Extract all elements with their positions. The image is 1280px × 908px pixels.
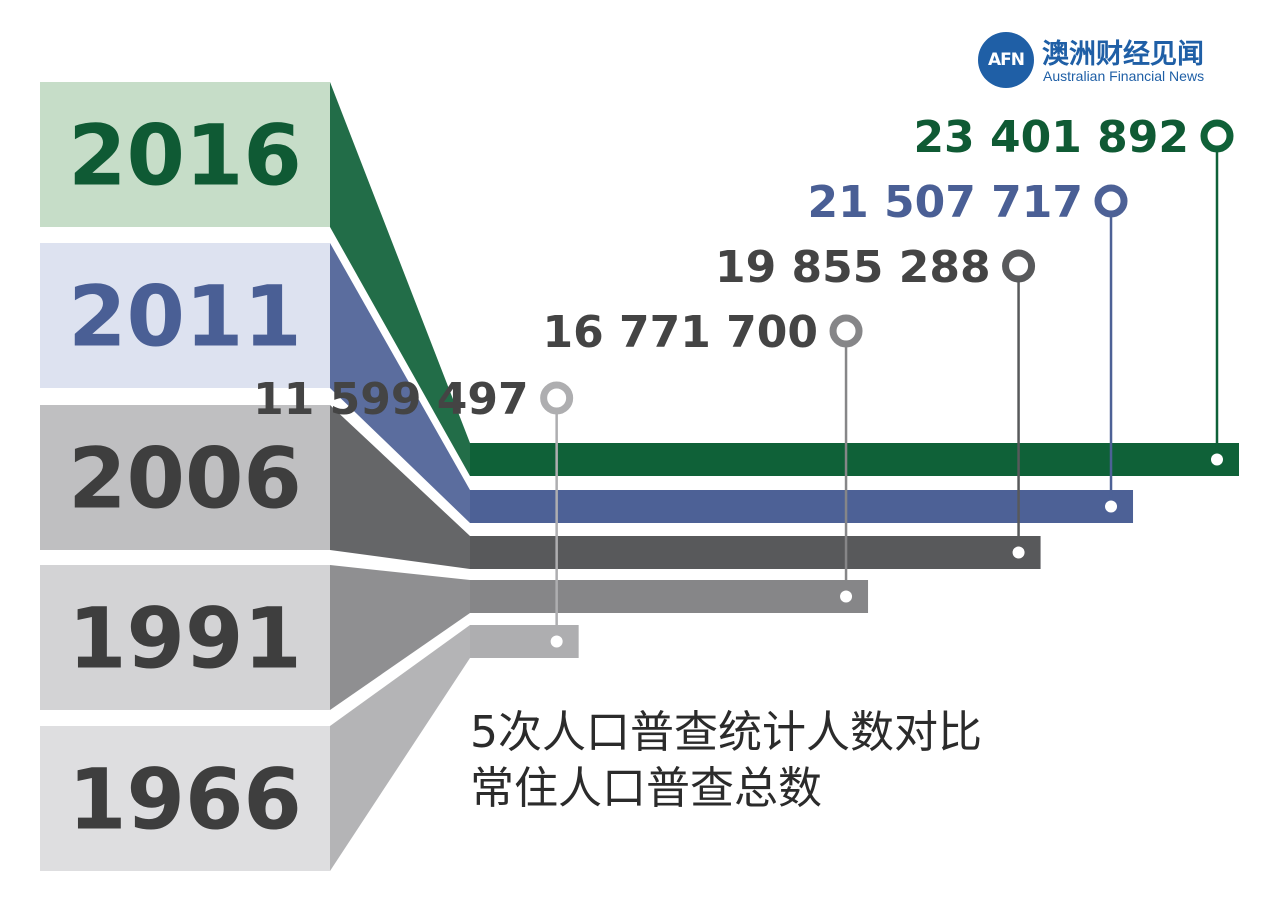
bar-end-dot-2011 <box>1105 500 1118 513</box>
logo-name-cn: 澳洲财经见闻 <box>1042 39 1204 70</box>
chart-caption: 5次人口普查统计人数对比 常住人口普查总数 <box>470 705 982 817</box>
panel-2011 <box>40 243 330 388</box>
bar-1991 <box>470 580 869 613</box>
panel-2006 <box>40 405 330 550</box>
value-label-2016: 23 401 892 <box>913 112 1189 163</box>
panel-2016 <box>40 82 330 227</box>
value-label-2011: 21 507 717 <box>807 177 1083 228</box>
logo-name-en: Australian Financial News <box>1043 68 1205 84</box>
bar-end-dot-1991 <box>840 590 853 603</box>
year-label-2016: 2016 <box>68 107 302 205</box>
year-label-1966: 1966 <box>68 751 302 849</box>
value-label-2006: 19 855 288 <box>715 242 991 293</box>
bar-2011 <box>470 490 1134 523</box>
panel-1966 <box>40 726 330 871</box>
connector-1966 <box>330 625 470 871</box>
value-marker-1966 <box>540 381 574 415</box>
caption-line-1: 5次人口普查统计人数对比 <box>470 707 982 758</box>
value-marker-2016 <box>1200 119 1234 153</box>
bar-2006 <box>470 536 1041 569</box>
value-label-1991: 16 771 700 <box>542 307 818 358</box>
bar-end-dot-2016 <box>1211 453 1223 466</box>
bar-end-dot-1966 <box>550 635 563 648</box>
afn-logo: AFN 澳洲财经见闻 Australian Financial News <box>978 32 1238 92</box>
afn-logo-mark: AFN <box>978 32 1034 88</box>
year-label-1991: 1991 <box>68 590 302 688</box>
year-label-2011: 2011 <box>68 268 302 366</box>
value-marker-2006 <box>1002 249 1036 283</box>
connector-1991 <box>330 565 470 710</box>
value-marker-1991 <box>829 314 863 348</box>
year-label-2006: 2006 <box>68 430 302 528</box>
value-label-1966: 11 599 497 <box>253 374 529 425</box>
bar-end-dot-2006 <box>1012 546 1025 559</box>
bar-2016 <box>470 443 1239 476</box>
connector-2011 <box>330 243 470 523</box>
panel-1991 <box>40 565 330 710</box>
caption-line-2: 常住人口普查总数 <box>470 763 822 814</box>
connector-2006 <box>330 405 470 569</box>
connector-2016 <box>330 82 470 476</box>
value-marker-2011 <box>1094 184 1128 218</box>
